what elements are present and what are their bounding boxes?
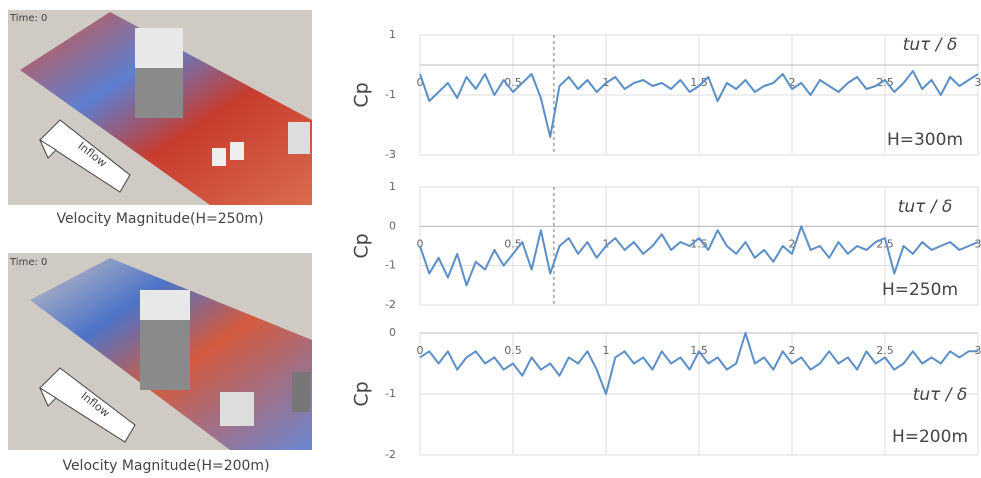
y-tick-label: -1 xyxy=(385,387,396,400)
y-tick-label: -2 xyxy=(385,448,396,461)
y-tick-label: -1 xyxy=(385,259,396,272)
image-caption: Velocity Magnitude(H=200m) xyxy=(62,458,269,474)
x-tick-label: 0.5 xyxy=(504,237,522,250)
y-tick-label: 0 xyxy=(389,326,396,339)
y-tick-label: -3 xyxy=(385,148,396,161)
y-tick-label: 0 xyxy=(389,219,396,232)
figure: Time: 0 Inflow Velocity Magnitude(H=250m… xyxy=(0,0,981,478)
x-axis-label: tuτ / δ xyxy=(913,385,968,405)
page: Time: 0 Inflow Velocity Magnitude(H=250m… xyxy=(0,0,981,478)
x-axis-label: tuτ / δ xyxy=(903,35,958,55)
y-tick-label: 1 xyxy=(389,180,396,193)
x-tick-label: 0.5 xyxy=(504,344,522,357)
simulation-image: Time: 0 Inflow xyxy=(8,10,312,205)
time-label: Time: 0 xyxy=(9,13,47,24)
x-tick-label: 1 xyxy=(603,344,610,357)
y-tick-label: -2 xyxy=(385,298,396,311)
x-tick-label: 3 xyxy=(975,76,981,89)
x-tick-label: 2 xyxy=(789,344,796,357)
y-axis-label: Cp xyxy=(351,82,373,107)
simulation-image: Time: 0 Inflow xyxy=(8,253,312,450)
y-tick-label: -1 xyxy=(385,88,396,101)
image-caption: Velocity Magnitude(H=250m) xyxy=(56,211,263,227)
annotation: H=300m xyxy=(887,130,963,150)
x-tick-label: 2.5 xyxy=(876,344,894,357)
y-axis-label: Cp xyxy=(351,233,373,258)
annotation: H=200m xyxy=(892,427,968,447)
time-label: Time: 0 xyxy=(9,257,47,268)
x-axis-label: tuτ / δ xyxy=(898,197,953,217)
y-tick-label: 1 xyxy=(389,28,396,41)
annotation: H=250m xyxy=(882,280,958,300)
y-axis-label: Cp xyxy=(351,381,373,406)
